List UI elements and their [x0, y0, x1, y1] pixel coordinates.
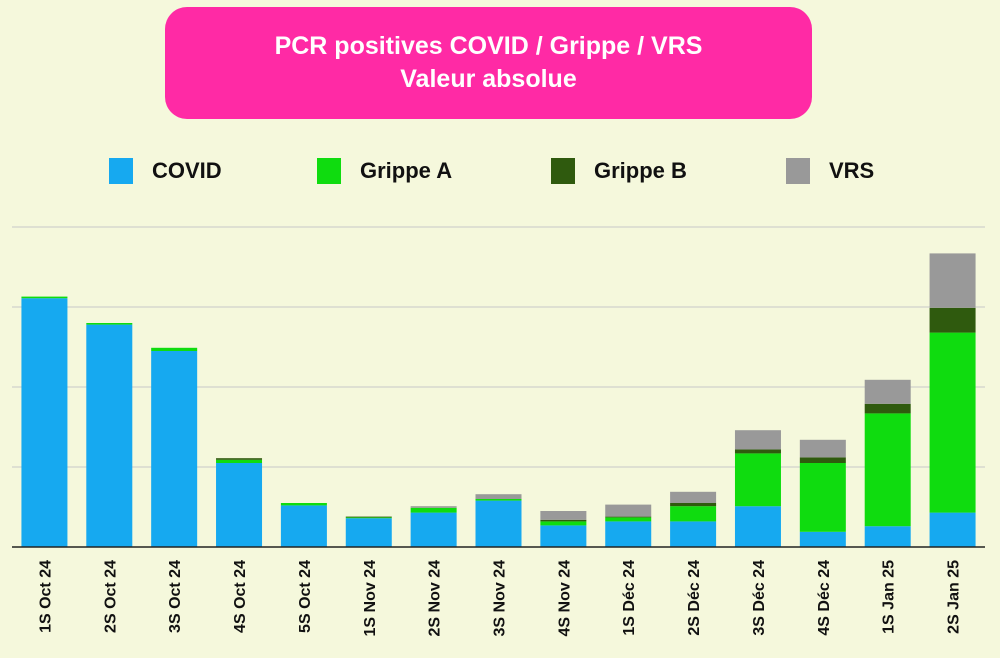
chart-title: PCR positives COVID / Grippe / VRS	[274, 32, 703, 60]
legend: COVID Grippe A Grippe B VRS	[0, 158, 1000, 192]
x-tick-label: 3S Déc 24	[751, 560, 768, 636]
x-tick-label: 4S Oct 24	[232, 560, 249, 633]
bar-segment-grippe-a	[86, 323, 133, 325]
bar-segment-vrs	[864, 379, 911, 404]
bar-segment-covid	[670, 521, 717, 547]
bar-segment-grippe-a	[670, 506, 717, 522]
bar-segment-grippe-a	[21, 296, 68, 299]
bar-segment-grippe-a	[929, 332, 976, 513]
bar-segment-grippe-b	[216, 458, 263, 460]
bar-segment-vrs	[540, 511, 587, 520]
bar-segment-grippe-b	[734, 449, 781, 454]
legend-item-covid: COVID	[109, 158, 222, 184]
x-tick-label: 2S Déc 24	[686, 560, 703, 636]
x-tick-label: 1S Nov 24	[362, 560, 379, 637]
bar-segment-grippe-a	[864, 413, 911, 527]
legend-label-grippe-a: Grippe A	[360, 158, 453, 183]
bar-segment-grippe-b	[605, 516, 652, 518]
bar-segment-grippe-b	[929, 307, 976, 333]
chart-subtitle: Valeur absolue	[400, 65, 577, 93]
bar-segment-grippe-a	[540, 521, 587, 526]
legend-swatch-grippe-a	[317, 158, 341, 184]
bar-segment-grippe-b	[345, 516, 392, 518]
bar-segment-vrs	[605, 504, 652, 517]
bar-segment-covid	[864, 526, 911, 547]
bar-segment-vrs	[475, 494, 522, 499]
x-tick-label: 2S Oct 24	[102, 560, 119, 633]
bar-segment-covid	[216, 463, 263, 547]
bar-segment-grippe-a	[475, 499, 522, 501]
legend-item-grippe-a: Grippe A	[317, 158, 452, 184]
bar-segment-covid	[929, 512, 976, 547]
legend-label-covid: COVID	[152, 158, 222, 183]
x-tick-label: 1S Jan 25	[881, 560, 898, 634]
legend-item-grippe-b: Grippe B	[551, 158, 687, 184]
bar-segment-covid	[540, 525, 587, 547]
bar-segment-grippe-a	[151, 347, 198, 351]
bar-segment-covid	[280, 505, 327, 547]
bar-segment-grippe-a	[216, 459, 263, 463]
x-tick-label: 2S Jan 25	[946, 560, 963, 634]
bar-segment-vrs	[929, 253, 976, 308]
legend-label-vrs: VRS	[829, 158, 875, 183]
bar-segment-grippe-b	[799, 457, 846, 463]
x-tick-label: 5S Oct 24	[297, 560, 314, 633]
legend-swatch-grippe-b	[551, 158, 575, 184]
legend-swatch-covid	[109, 158, 133, 184]
bar-segment-covid	[345, 518, 392, 547]
bar-segment-vrs	[799, 439, 846, 458]
legend-swatch-vrs	[786, 158, 810, 184]
bar-segment-grippe-a	[280, 503, 327, 506]
bar-segment-grippe-a	[410, 507, 457, 513]
x-tick-label: 2S Nov 24	[427, 560, 444, 637]
x-tick-label: 4S Déc 24	[816, 560, 833, 636]
legend-item-vrs: VRS	[786, 158, 874, 184]
bar-segment-covid	[475, 500, 522, 547]
x-tick-label: 3S Oct 24	[167, 560, 184, 633]
chart-title-box: PCR positives COVID / Grippe / VRS Valeu…	[165, 7, 812, 119]
bar-segment-grippe-b	[864, 403, 911, 414]
bar-segment-covid	[734, 506, 781, 547]
bar-segment-vrs	[734, 430, 781, 450]
bar-segment-covid	[410, 512, 457, 547]
legend-label-grippe-b: Grippe B	[594, 158, 687, 183]
x-tick-label: 3S Nov 24	[492, 560, 509, 637]
bar-segment-grippe-a	[345, 517, 392, 519]
bar-segment-grippe-a	[734, 453, 781, 507]
bar-segment-vrs	[670, 491, 717, 503]
bar-segment-grippe-a	[799, 463, 846, 532]
bar-segment-grippe-b	[540, 519, 587, 522]
bar-segment-grippe-a	[605, 517, 652, 522]
bar-segment-vrs	[410, 506, 457, 508]
bar-segment-covid	[21, 298, 68, 547]
bar-segment-covid	[151, 351, 198, 547]
bar-segment-covid	[799, 531, 846, 547]
x-tick-label: 1S Déc 24	[621, 560, 638, 636]
x-tick-label: 1S Oct 24	[37, 560, 54, 633]
bar-segment-covid	[605, 521, 652, 547]
bar-segment-grippe-b	[670, 503, 717, 507]
bar-segment-covid	[86, 324, 133, 547]
x-tick-label: 4S Nov 24	[556, 560, 573, 637]
